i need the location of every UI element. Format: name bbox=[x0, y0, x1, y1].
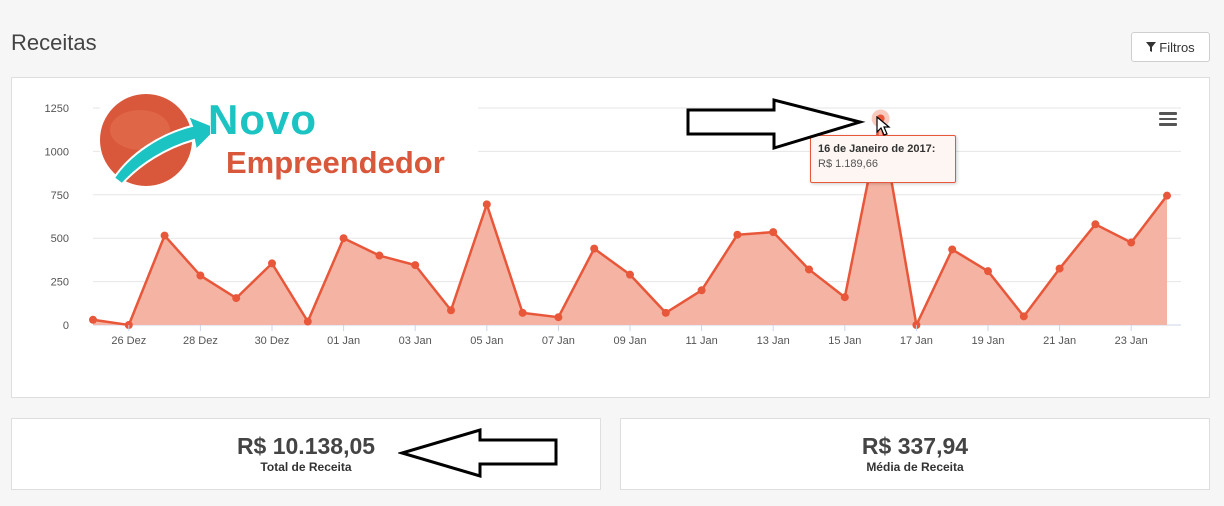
data-point bbox=[232, 294, 241, 303]
data-point bbox=[626, 270, 634, 279]
x-tick-label: 17 Jan bbox=[900, 335, 933, 347]
data-point bbox=[697, 286, 706, 295]
data-point bbox=[590, 244, 599, 253]
y-tick-label: 500 bbox=[51, 233, 69, 245]
data-point bbox=[268, 259, 276, 268]
annotation-arrow-left-icon bbox=[398, 427, 558, 479]
x-tick-label: 30 Dez bbox=[255, 335, 290, 347]
data-point bbox=[554, 313, 563, 322]
total-revenue-value: R$ 10.138,05 bbox=[236, 433, 376, 459]
logo-text-empreendedor: Empreendedor bbox=[226, 145, 445, 180]
data-point bbox=[733, 230, 742, 239]
average-revenue-label: Média de Receita bbox=[866, 460, 964, 474]
page-title: Receitas bbox=[11, 30, 97, 55]
data-point bbox=[303, 317, 312, 326]
data-point bbox=[948, 245, 957, 254]
data-point bbox=[1055, 264, 1064, 273]
chart-menu-icon[interactable] bbox=[1159, 112, 1177, 126]
x-tick-label: 05 Jan bbox=[470, 335, 503, 347]
tooltip-value: R$ 1.189,66 bbox=[818, 158, 878, 170]
data-point bbox=[805, 265, 813, 274]
data-point bbox=[769, 228, 778, 237]
data-point bbox=[840, 293, 849, 302]
x-tick-label: 28 Dez bbox=[183, 335, 218, 347]
x-tick-label: 23 Jan bbox=[1115, 335, 1148, 347]
filter-button[interactable]: Filtros bbox=[1131, 32, 1210, 62]
data-point bbox=[375, 251, 384, 260]
x-tick-label: 03 Jan bbox=[399, 335, 432, 347]
annotation-arrow-right-icon bbox=[686, 98, 866, 151]
x-tick-label: 01 Jan bbox=[327, 335, 360, 347]
data-point bbox=[661, 308, 670, 317]
filter-icon bbox=[1146, 42, 1157, 52]
y-tick-label: 1250 bbox=[45, 103, 69, 115]
data-point bbox=[1091, 220, 1100, 229]
chart-panel: 0 250 500 750 1000 1250 26 Dez 28 Dez 30 Dez 01 … bbox=[11, 77, 1210, 398]
x-tick-label: 26 Dez bbox=[111, 335, 146, 347]
chart-tooltip: 16 de Janeiro de 2017: R$ 1.189,66 bbox=[810, 135, 956, 183]
data-point bbox=[1163, 191, 1171, 200]
data-point bbox=[89, 315, 97, 324]
data-point bbox=[482, 200, 491, 209]
x-tick-label: 19 Jan bbox=[971, 335, 1004, 347]
y-tick-label: 250 bbox=[51, 277, 69, 289]
y-tick-label: 750 bbox=[51, 190, 69, 202]
tooltip-title: 16 de Janeiro de 2017: bbox=[818, 143, 936, 155]
logo-globe-icon bbox=[100, 94, 210, 186]
data-point bbox=[411, 261, 420, 270]
data-point bbox=[518, 308, 527, 317]
data-point bbox=[160, 231, 169, 240]
logo: Novo Empreendedor bbox=[100, 92, 478, 190]
x-tick-label: 11 Jan bbox=[685, 335, 717, 347]
average-revenue-value: R$ 337,94 bbox=[861, 433, 969, 459]
total-revenue-label: Total de Receita bbox=[260, 460, 352, 474]
data-point bbox=[447, 306, 455, 315]
average-revenue-card: R$ 337,94 Média de Receita bbox=[620, 418, 1210, 490]
x-tick-label: 21 Jan bbox=[1043, 335, 1076, 347]
y-tick-label: 1000 bbox=[45, 146, 69, 158]
filter-button-label: Filtros bbox=[1159, 39, 1195, 55]
data-point bbox=[339, 234, 348, 243]
logo-text-novo: Novo bbox=[208, 96, 317, 143]
x-tick-label: 13 Jan bbox=[757, 335, 790, 347]
x-tick-label: 09 Jan bbox=[613, 335, 646, 347]
data-point bbox=[984, 267, 992, 276]
mouse-cursor-icon bbox=[876, 116, 891, 136]
x-tick-label: 15 Jan bbox=[828, 335, 861, 347]
x-tick-label: 07 Jan bbox=[542, 335, 575, 347]
data-point bbox=[1019, 312, 1028, 321]
data-point bbox=[196, 271, 205, 280]
y-tick-label: 0 bbox=[63, 320, 69, 332]
series-area bbox=[93, 118, 1167, 325]
data-point bbox=[1127, 238, 1136, 247]
